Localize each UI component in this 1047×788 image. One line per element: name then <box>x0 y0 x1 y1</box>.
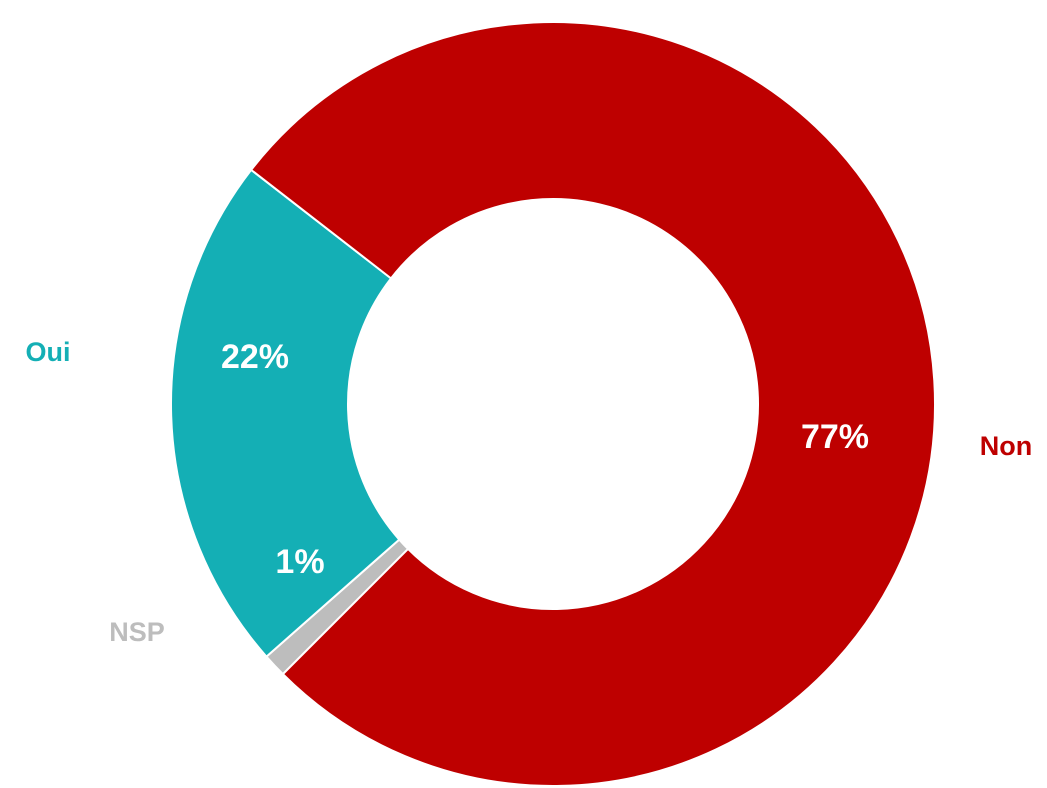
slice-value-label-non: 77% <box>801 418 869 456</box>
slice-value-label-nsp: 1% <box>275 543 324 581</box>
category-label-nsp: NSP <box>109 617 165 647</box>
slice-value-label-oui: 22% <box>221 338 289 376</box>
donut-slice-oui <box>170 168 401 659</box>
category-label-oui: Oui <box>26 337 71 367</box>
donut-slices <box>170 21 936 787</box>
category-label-non: Non <box>980 431 1032 461</box>
donut-slice-non <box>249 21 936 787</box>
